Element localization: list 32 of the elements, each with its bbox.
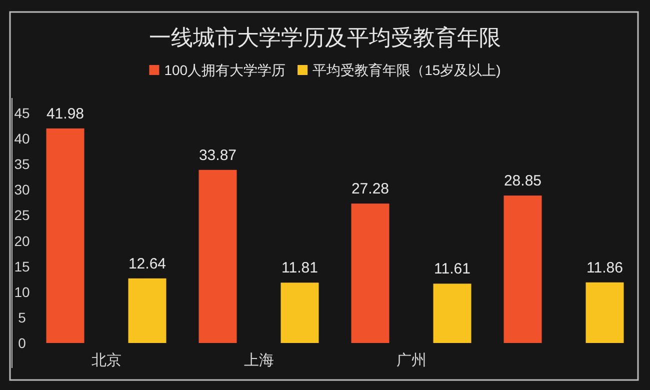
legend-label: 平均受教育年限（15岁及以上) — [312, 62, 501, 78]
ytick: 40 — [14, 130, 30, 147]
xtick: 北京 — [91, 352, 122, 369]
data-label: 28.85 — [504, 172, 542, 190]
data-label: 11.81 — [282, 260, 318, 277]
ytick: 45 — [14, 105, 30, 121]
bar — [586, 282, 624, 343]
legend-label: 100人拥有大学学历 — [164, 62, 286, 78]
xtick: 上海 — [244, 352, 274, 369]
bar — [198, 170, 237, 343]
ytick: 0 — [18, 335, 26, 351]
data-label: 27.28 — [351, 180, 390, 198]
ytick: 30 — [14, 182, 30, 198]
bar — [351, 204, 390, 343]
bar — [46, 128, 84, 343]
ytick: 20 — [14, 232, 30, 249]
data-label: 11.86 — [586, 259, 623, 276]
ytick: 15 — [14, 258, 30, 274]
bar — [504, 196, 542, 343]
data-label: 33.87 — [198, 146, 237, 164]
data-label: 41.98 — [46, 105, 84, 122]
data-label: 12.64 — [128, 255, 166, 272]
xtick: 广州 — [396, 352, 426, 369]
bar — [280, 282, 319, 343]
bar — [128, 278, 166, 343]
ytick: 25 — [14, 207, 30, 224]
ytick: 35 — [14, 156, 30, 172]
bar — [433, 284, 472, 343]
ytick: 5 — [18, 309, 26, 326]
ytick: 10 — [14, 284, 30, 300]
data-label: 11.61 — [434, 260, 470, 278]
title: 一线城市大学学历及平均受教育年限 — [149, 25, 501, 50]
